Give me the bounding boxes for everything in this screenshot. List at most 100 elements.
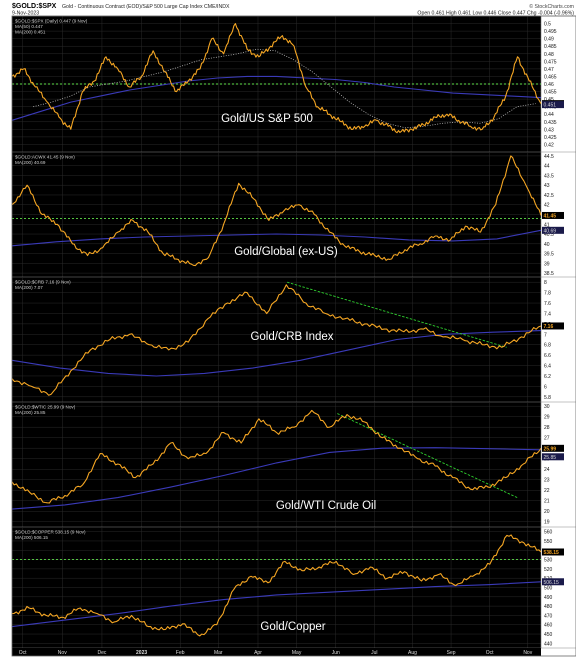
y-tick-label: 7.6 [544, 301, 551, 307]
y-tick-label: 550 [544, 539, 553, 545]
last-value-box [542, 211, 564, 219]
y-tick-label: 30 [544, 404, 550, 410]
y-tick-label: 6 [544, 384, 547, 390]
x-tick-label: Mar [214, 650, 223, 656]
y-tick-label: 19 [544, 520, 550, 526]
ma-value-label: 0.451 [544, 103, 557, 109]
panel-1: 0.420.4250.430.4350.440.4450.450.4550.46… [11, 15, 576, 152]
y-tick-label: 38.5 [544, 271, 554, 277]
panel-2: 38.53939.54040.54141.54242.54343.54444.5… [11, 151, 576, 277]
x-axis-band [12, 648, 541, 656]
y-tick-label: 7 [544, 332, 547, 338]
plot-background [12, 16, 541, 648]
x-tick-label: Oct [486, 650, 494, 656]
last-value-box [542, 444, 564, 452]
y-tick-label: 520 [544, 567, 553, 573]
price-line [11, 23, 542, 134]
ma200-line [11, 75, 542, 121]
y-tick-label: 39.5 [544, 252, 554, 258]
legend-entry: $GOLD:$COPPER 538.15 (9 Nov) [15, 530, 86, 535]
y-tick-label: 0.48 [544, 52, 554, 58]
y-tick-label: 7.4 [544, 311, 551, 317]
y-tick-label: 7.8 [544, 291, 551, 297]
x-tick-label: Nov [58, 650, 67, 656]
y-tick-label: 500 [544, 586, 553, 592]
ma200-line [11, 229, 542, 247]
y-tick-label: 5.8 [544, 395, 551, 401]
ma-value-label: 506.15 [544, 580, 560, 586]
y-tick-label: 6.6 [544, 353, 551, 359]
y-tick-label: 44 [544, 164, 550, 170]
price-line [11, 155, 542, 267]
last-value-label: 7.16 [544, 324, 554, 330]
last-value-label: 25.99 [544, 446, 557, 452]
last-value-box [542, 322, 564, 330]
last-value-box [542, 548, 564, 556]
y-tick-label: 0.47 [544, 67, 554, 73]
chart-border [11, 15, 576, 657]
legend-entry: $GOLD:$CRB 7.16 (9 Nov) [15, 280, 71, 285]
y-tick-label: 40 [544, 242, 550, 248]
legend-entry: $GOLD:ACWX 41.45 (9 Nov) [15, 155, 75, 160]
y-tick-label: 460 [544, 623, 553, 629]
x-tick-label: Oct [19, 650, 27, 656]
y-tick-label: 490 [544, 595, 553, 601]
legend-entry: $GOLD:$WTIC 25.99 (9 Nov) [15, 405, 76, 410]
panel-title: Gold/CRB Index [250, 331, 333, 343]
y-tick-label: 0.455 [544, 90, 557, 96]
y-tick-label: 43 [544, 183, 550, 189]
y-tick-label: 40.5 [544, 232, 554, 238]
x-tick-label: May [292, 650, 302, 656]
y-tick-label: 0.42 [544, 142, 554, 148]
y-tick-label: 6.8 [544, 343, 551, 349]
y-tick-label: 43.5 [544, 173, 554, 179]
legend-entry: $GOLD:$SPX (Daily) 0.447 (9 Nov) [15, 19, 88, 24]
y-tick-label: 0.465 [544, 74, 557, 80]
x-tick-label: Jul [371, 650, 377, 656]
x-tick-label: Aug [408, 650, 417, 656]
x-tick-label: Nov [523, 650, 532, 656]
legend-entry: MA(200) 7.07 [15, 285, 43, 290]
y-tick-label: 480 [544, 604, 553, 610]
ma-value-box [542, 101, 564, 109]
y-tick-label: 39 [544, 261, 550, 267]
panel-title: Gold/US S&P 500 [221, 113, 313, 125]
y-tick-label: 440 [544, 641, 553, 647]
ma200-line [11, 447, 542, 510]
y-tick-label: 21 [544, 499, 550, 505]
y-tick-label: 42 [544, 203, 550, 209]
x-tick-label: Apr [254, 650, 262, 656]
panel-3: 5.866.26.46.66.877.27.47.67.88$GOLD:$CRB… [11, 276, 576, 402]
x-tick-label: Sep [447, 650, 456, 656]
y-tick-label: 0.43 [544, 127, 554, 133]
y-tick-label: 6.4 [544, 364, 551, 370]
panel-title: Gold/Global (ex-US) [234, 246, 338, 258]
legend-entry: MA(200) 40.69 [15, 160, 46, 165]
price-line [11, 534, 542, 637]
y-tick-label: 0.435 [544, 120, 557, 126]
ma200-line [11, 581, 542, 628]
ma-value-label: 25.85 [544, 455, 557, 461]
chart-date: 9-Nov-2023 [12, 11, 39, 17]
panel-4: 192021222324252627282930$GOLD:$WTIC 25.9… [11, 401, 576, 527]
y-tick-label: 8 [544, 280, 547, 286]
panel-title: Gold/WTI Crude Oil [276, 500, 376, 512]
y-tick-label: 41 [544, 222, 550, 228]
y-tick-label: 23 [544, 478, 550, 484]
legend-entry: MA(200) 25.85 [15, 410, 46, 415]
y-tick-label: 44.5 [544, 154, 554, 160]
x-tick-label: Feb [176, 650, 185, 656]
price-line [11, 409, 542, 504]
chart-description: Gold - Continuous Contract (EOD)/S&P 500… [62, 4, 230, 10]
last-value-label: 41.45 [544, 213, 557, 219]
panel-title: Gold/Copper [260, 621, 325, 633]
ma-value-box [542, 226, 564, 234]
y-tick-label: 0.44 [544, 112, 554, 118]
y-tick-label: 0.49 [544, 37, 554, 43]
y-tick-label: 0.495 [544, 29, 557, 35]
y-tick-label: 530 [544, 558, 553, 564]
y-tick-label: 24 [544, 467, 550, 473]
chart-symbol: $GOLD:$SPX [12, 3, 57, 10]
